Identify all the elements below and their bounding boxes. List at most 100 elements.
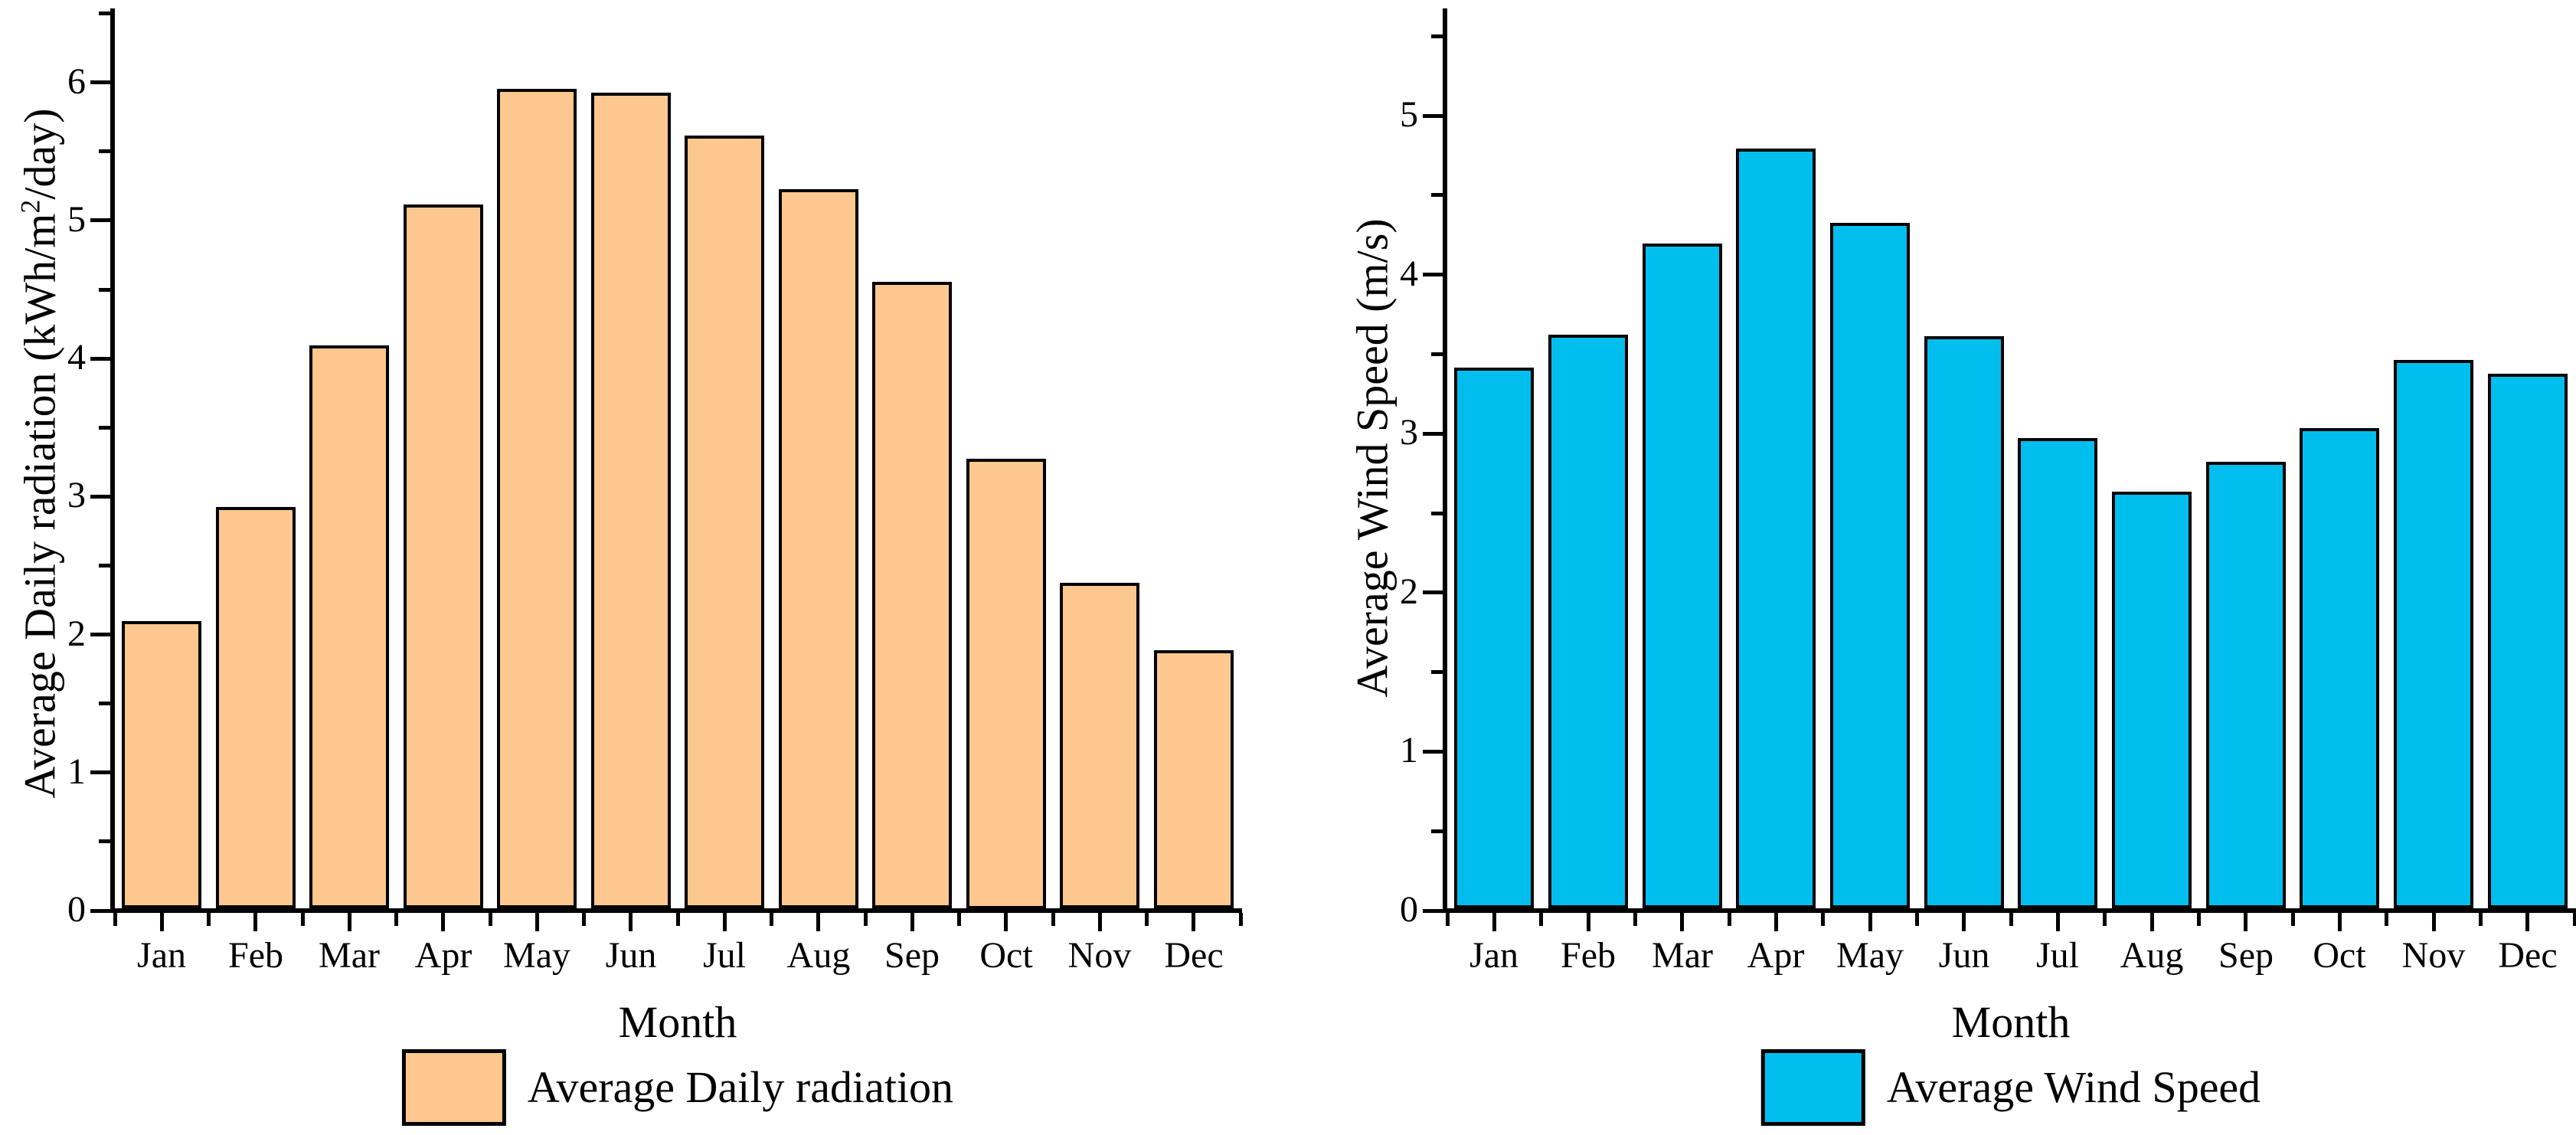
radiation-bar-dec [1154,650,1234,908]
radiation-x-major-tick-jul [723,913,727,931]
wind-y-minor-tick-4.5 [1431,193,1443,197]
radiation-y-axis-title: Average Daily radiation (kWh/m2/day) [5,108,64,798]
wind-y-minor-tick-3.5 [1431,352,1443,356]
radiation-x-major-tick-dec [1192,913,1195,931]
radiation-x-major-tick-oct [1004,913,1008,931]
wind-y-tick-label-2: 2 [1400,571,1418,612]
radiation-x-tick-label-dec: Dec [1164,935,1224,976]
radiation-y-minor-tick-1.5 [99,702,110,705]
wind-y-major-tick-4 [1423,273,1443,276]
radiation-x-tick-label-feb: Feb [228,935,283,976]
radiation-x-tick-label-aug: Aug [786,935,851,976]
radiation-y-tick-label-5: 5 [67,199,86,240]
wind-x-tick-label-dec: Dec [2498,935,2558,976]
radiation-bar-nov [1060,583,1139,908]
wind-y-major-tick-3 [1423,432,1443,436]
wind-plot-area: 0 1 2 3 4 5 Jan Feb Mar Apr May Jun Jul Aug Sep Oct Nov D… [1288,0,2576,1135]
radiation-x-minor-tick-5 [582,913,586,926]
radiation-y-tick-label-3: 3 [67,475,86,515]
wind-x-minor-tick-2 [1633,913,1637,926]
radiation-x-minor-tick-4 [489,913,492,926]
wind-bar-apr [1736,149,1816,908]
wind-y-axis-line [1443,8,1447,913]
wind-x-major-tick-may [1868,913,1872,931]
radiation-y-tick-label-6: 6 [67,61,86,102]
radiation-y-tick-label-4: 4 [67,337,86,378]
radiation-y-major-tick-1 [90,770,110,774]
wind-bar-jul [2018,438,2097,908]
wind-y-tick-label-0: 0 [1400,889,1418,930]
wind-x-major-tick-aug [2150,913,2154,931]
radiation-y-tick-label-0: 0 [67,889,86,930]
radiation-x-minor-tick-3 [394,913,398,926]
radiation-x-axis-line [110,908,1242,913]
wind-x-major-tick-mar [1680,913,1684,931]
wind-x-major-tick-dec [2525,913,2529,931]
radiation-y-major-tick-4 [90,357,110,361]
wind-x-tick-label-feb: Feb [1561,935,1616,976]
radiation-y-major-tick-6 [90,80,110,84]
radiation-x-major-tick-jan [160,913,164,931]
radiation-plot-area: 0 1 2 3 4 5 6 Jan Feb Mar Apr May Jun Jul Aug Sep Oct Nov… [67,8,1243,976]
radiation-bar-oct [966,459,1046,909]
wind-x-tick-label-jul: Jul [2035,935,2080,976]
wind-y-tick-label-1: 1 [1400,730,1418,770]
wind-bar-mar [1643,244,1722,908]
wind-x-major-tick-oct [2338,913,2342,931]
radiation-x-minor-tick-11 [1145,913,1149,926]
radiation-y-major-tick-2 [90,633,110,636]
radiation-bar-feb [216,507,296,908]
wind-x-minor-tick-10 [2385,913,2388,926]
radiation-bar-may [497,89,577,908]
radiation-y-minor-tick-2.5 [99,564,110,568]
radiation-bar-mar [309,345,389,908]
radiation-x-tick-label-nov: Nov [1067,935,1132,976]
wind-x-tick-label-jan: Jan [1469,935,1518,976]
wind-x-tick-label-may: May [1836,935,1904,976]
wind-x-axis-title: Month [1951,997,2071,1047]
wind-x-minor-tick-6 [2009,913,2013,926]
wind-legend-label: Average Wind Speed [1886,1062,2261,1112]
radiation-bar-jun [591,93,671,908]
wind-x-minor-tick-9 [2291,913,2295,926]
radiation-x-tick-label-jun: Jun [605,935,657,976]
wind-bar-jan [1454,368,1534,908]
radiation-x-major-tick-sep [910,913,914,931]
wind-y-major-tick-1 [1423,750,1443,754]
wind-x-tick-label-aug: Aug [2120,935,2184,976]
radiation-x-minor-tick-7 [770,913,773,926]
wind-x-major-tick-apr [1774,913,1778,931]
wind-x-minor-tick-5 [1915,913,1919,926]
wind-x-minor-tick-3 [1728,913,1731,926]
radiation-x-major-tick-feb [253,913,257,931]
wind-x-minor-tick-11 [2479,913,2483,926]
wind-bar-sep [2206,462,2286,908]
wind-chart: 0 1 2 3 4 5 Jan Feb Mar Apr May Jun Jul Aug Sep Oct Nov D… [1288,0,2576,1135]
wind-x-tick-label-oct: Oct [2313,935,2366,976]
wind-x-axis-line [1443,908,2576,913]
radiation-y-minor-tick-4.5 [99,288,110,292]
radiation-x-major-tick-mar [348,913,351,931]
radiation-y-axis-title-suffix: /day) [15,108,65,200]
wind-y-tick-label-5: 5 [1400,94,1418,135]
wind-y-minor-tick-5.5 [1431,34,1443,38]
radiation-x-minor-tick-12 [1239,913,1243,926]
radiation-x-minor-tick-1 [207,913,211,926]
radiation-x-minor-tick-10 [1051,913,1055,926]
radiation-x-major-tick-nov [1098,913,1102,931]
radiation-y-major-tick-5 [90,218,110,222]
radiation-y-major-tick-0 [90,909,110,913]
wind-y-minor-tick-0.5 [1431,829,1443,833]
radiation-y-minor-tick-3.5 [99,426,110,430]
radiation-x-tick-label-mar: Mar [319,935,380,976]
wind-y-major-tick-0 [1423,909,1443,913]
radiation-x-tick-label-oct: Oct [979,935,1033,976]
wind-y-major-tick-2 [1423,590,1443,594]
wind-x-tick-label-mar: Mar [1652,935,1713,976]
wind-x-major-tick-jul [2056,913,2060,931]
wind-y-minor-tick-2.5 [1431,512,1443,515]
wind-y-axis-title-text: Average Wind Speed (m/s) [1347,218,1398,698]
wind-bar-feb [1548,335,1628,908]
radiation-y-tick-label-1: 1 [67,751,86,792]
